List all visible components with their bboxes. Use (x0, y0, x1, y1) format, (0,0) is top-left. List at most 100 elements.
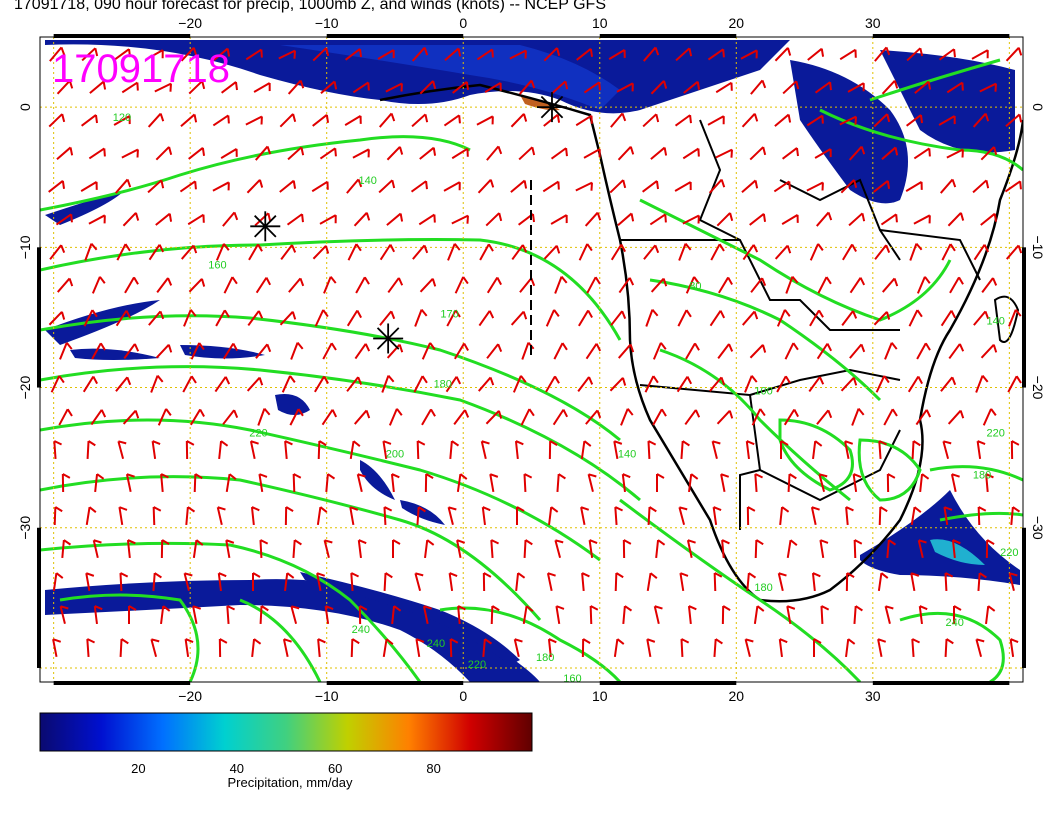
wind-barb (944, 572, 954, 592)
frame-bar-right (1022, 247, 1026, 388)
wind-barb (414, 309, 428, 327)
wind-barb (721, 605, 731, 625)
wind-barb (875, 375, 890, 393)
wind-barb (1009, 638, 1019, 658)
wind-barb (377, 49, 395, 60)
wind-barb (160, 605, 171, 625)
wind-barb (287, 79, 305, 95)
wind-barb (576, 48, 594, 61)
precip-central-africa (790, 60, 908, 204)
wind-barb (152, 572, 162, 592)
wind-barb (550, 214, 568, 225)
wind-barb (642, 46, 660, 62)
wind-barb (918, 605, 928, 625)
wind-barb (946, 81, 964, 94)
wind-barb (254, 145, 272, 161)
wind-barb (553, 342, 568, 360)
wind-barb (588, 539, 598, 559)
wind-barb (948, 343, 965, 360)
wind-barb (183, 572, 193, 592)
wind-barb (486, 276, 502, 294)
wind-barb (182, 375, 197, 393)
wind-barb (113, 48, 131, 61)
wind-barb (248, 243, 263, 261)
wind-barb (786, 539, 798, 559)
wind-barb (610, 310, 627, 326)
wind-barb (886, 539, 897, 559)
wind-barb (806, 181, 824, 192)
wind-barb (880, 213, 898, 226)
wind-barb (905, 180, 923, 192)
wind-barb (381, 374, 395, 393)
wind-barb (548, 506, 559, 526)
wind-barb (874, 244, 891, 260)
top-tick-label: −10 (315, 15, 339, 31)
wind-barb (443, 114, 461, 127)
wind-barb (953, 605, 962, 624)
wind-barb (874, 46, 891, 62)
wind-barb (192, 539, 204, 559)
wind-barb (217, 572, 227, 592)
wind-barb (184, 638, 194, 658)
wind-barb (810, 506, 820, 526)
wind-barb (345, 48, 362, 61)
wind-barb (547, 638, 557, 658)
contour-label: 140 (987, 315, 1005, 327)
wind-barb (324, 605, 334, 625)
right-tick-label: −30 (1030, 516, 1046, 540)
wind-barb (811, 572, 821, 592)
contour-label: 220 (987, 428, 1005, 440)
frame-bar-top (599, 34, 737, 38)
wind-barb (147, 179, 165, 194)
wind-barb (421, 408, 436, 426)
wind-barb (707, 115, 725, 126)
wind-barb (715, 148, 733, 159)
wind-barb (511, 244, 528, 261)
left-tick-label: −10 (17, 235, 33, 259)
wind-barb (155, 146, 173, 161)
contour-label: 180 (434, 379, 452, 391)
wind-barb (85, 506, 97, 526)
bottom-tick-label: −10 (315, 688, 339, 704)
wind-barb (818, 473, 828, 492)
wind-barb (114, 178, 132, 194)
wind-barb (346, 376, 363, 392)
wind-barb (589, 605, 599, 625)
wind-barb (325, 473, 336, 493)
wind-barb (652, 408, 667, 426)
wind-barb (774, 47, 792, 62)
wind-barb (941, 243, 956, 261)
wind-barb (214, 376, 231, 393)
wind-barb (753, 605, 765, 625)
wind-barb (621, 473, 631, 493)
wind-barbs (48, 46, 1023, 658)
wind-barb (88, 214, 106, 225)
contour-label: 240 (352, 624, 370, 636)
madagascar-coastline (993, 295, 1020, 343)
asterisk-marker (373, 323, 404, 354)
wind-barb (581, 638, 591, 658)
wind-barb (482, 572, 492, 592)
wind-barb (278, 49, 296, 60)
wind-barb (909, 242, 923, 261)
wind-barb (247, 310, 264, 327)
wind-barb (746, 506, 756, 526)
wind-barb (881, 80, 899, 95)
wind-barb (577, 376, 594, 392)
wind-barb (543, 113, 561, 127)
wind-barb (814, 148, 832, 159)
wind-barb (542, 180, 560, 193)
wind-barb (584, 211, 602, 227)
wind-barb (911, 638, 920, 658)
wind-barb (221, 81, 238, 94)
wind-barb (489, 473, 499, 493)
wind-barb (316, 572, 326, 592)
wind-barb (777, 572, 787, 592)
wind-barb (585, 343, 602, 360)
wind-barb (188, 80, 206, 95)
wind-barb (710, 243, 725, 261)
wind-barb (1007, 375, 1022, 393)
wind-barb (976, 440, 986, 460)
wind-barb (190, 408, 205, 426)
wind-barb (1008, 572, 1018, 592)
